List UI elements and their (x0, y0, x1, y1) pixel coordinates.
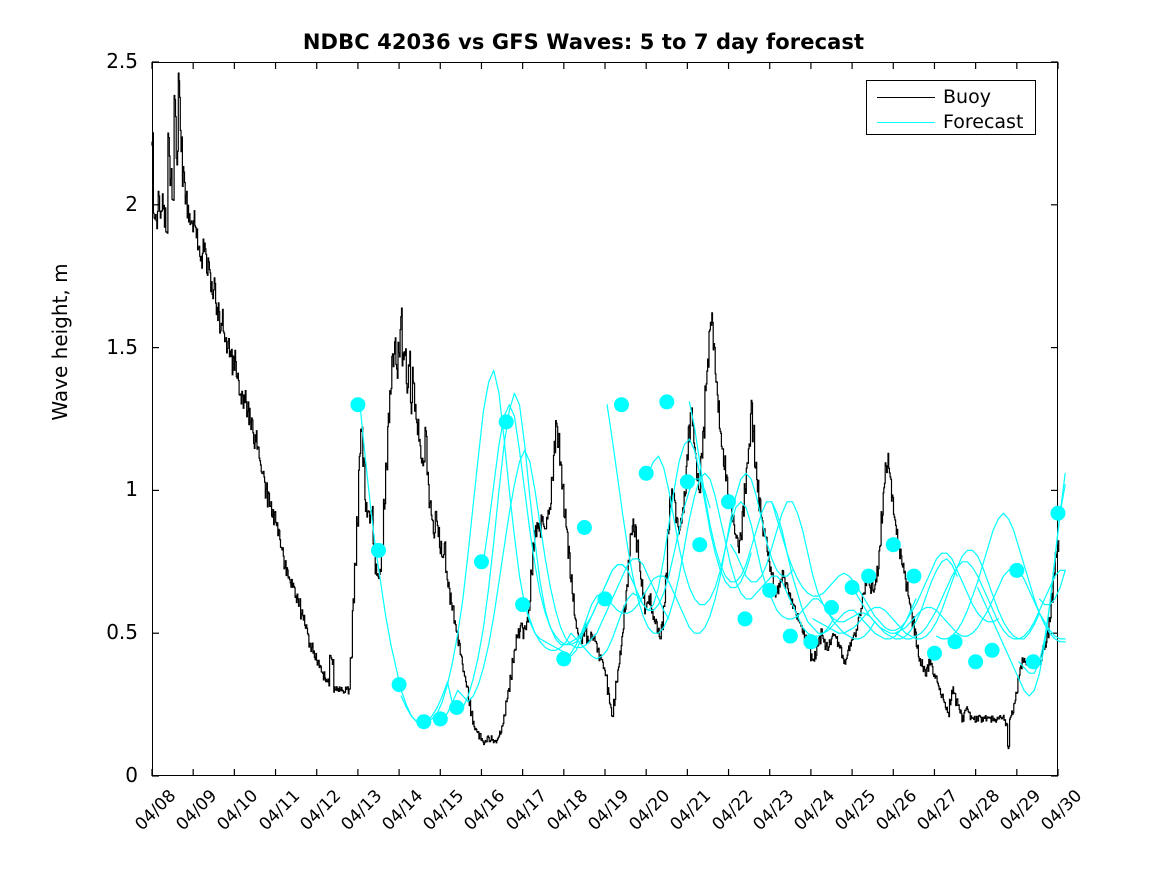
legend-line-swatch (877, 97, 935, 98)
y-tick-label: 2.5 (106, 49, 138, 73)
y-tick-label: 1 (125, 477, 138, 502)
y-tick-label: 1.5 (106, 334, 138, 359)
legend-line-swatch (877, 122, 935, 123)
plot-area (152, 62, 1058, 776)
y-tick-label: 0 (125, 763, 138, 787)
chart-title: NDBC 42036 vs GFS Waves: 5 to 7 day fore… (302, 30, 865, 54)
legend-item[interactable]: Buoy (867, 85, 1037, 111)
y-tick-label: 2 (125, 191, 138, 216)
legend-box: Buoy Forecast (866, 80, 1036, 135)
legend-item[interactable]: Forecast (867, 110, 1037, 136)
legend-label: Buoy (943, 86, 991, 108)
y-tick-label: 0.5 (106, 620, 138, 645)
legend-label: Forecast (943, 111, 1024, 133)
